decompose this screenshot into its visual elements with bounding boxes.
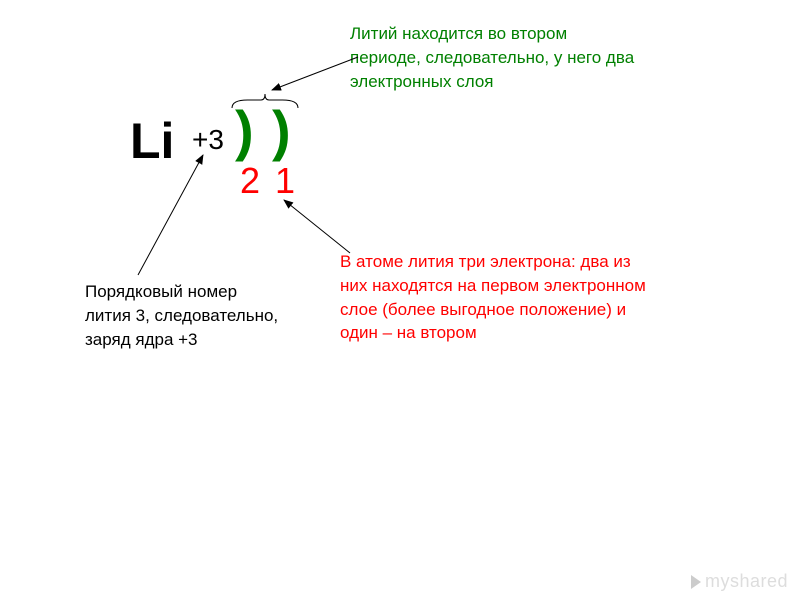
play-icon bbox=[691, 575, 701, 589]
annotation-period-shells: Литий находится во втором периоде, следо… bbox=[350, 22, 640, 93]
diagram-container: Li +3 ) ) 2 1 Литий находится во втором … bbox=[0, 0, 800, 600]
watermark: myshared bbox=[691, 571, 788, 592]
annotation-electron-distribution: В атоме лития три электрона: два из них … bbox=[340, 250, 660, 345]
arrow-to-electrons bbox=[284, 200, 350, 253]
brace-over-shells bbox=[230, 92, 300, 108]
arrow-to-brace bbox=[272, 57, 358, 90]
arrow-to-charge bbox=[138, 155, 203, 275]
electron-count-shell-1: 2 bbox=[240, 160, 260, 202]
electron-count-shell-2: 1 bbox=[275, 160, 295, 202]
element-symbol: Li bbox=[130, 112, 174, 170]
nuclear-charge: +3 bbox=[192, 124, 224, 156]
annotation-atomic-number: Порядковый номер лития 3, следовательно,… bbox=[85, 280, 285, 351]
watermark-text: myshared bbox=[705, 571, 788, 591]
